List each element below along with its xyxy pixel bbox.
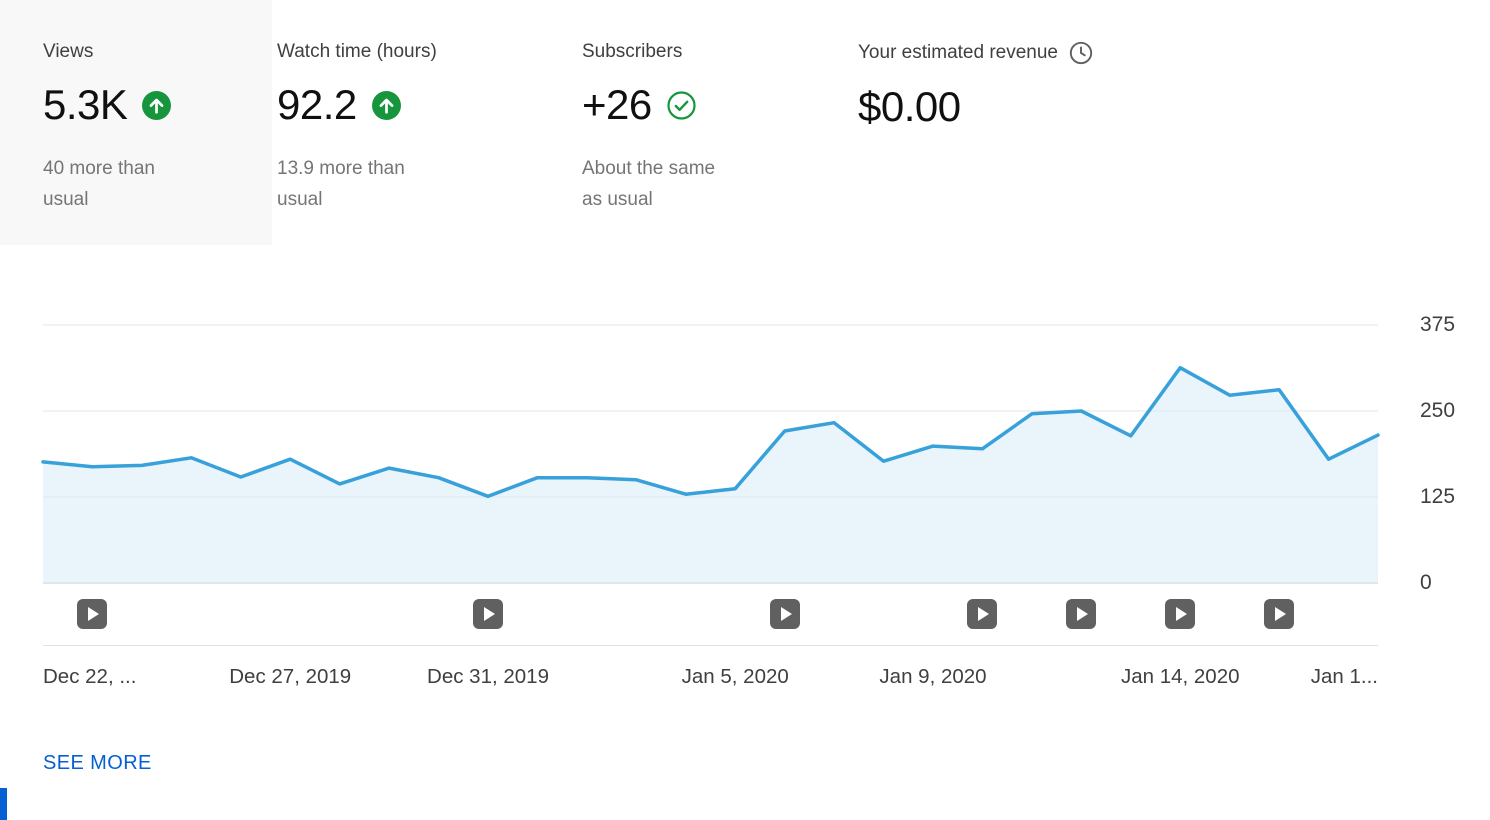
trend-up-icon [371,90,401,120]
left-edge-accent-bar [0,788,7,820]
x-axis-label: Jan 5, 2020 [681,665,789,688]
metric-card-subscribers[interactable]: Subscribers +26 About the same as usual [582,0,724,215]
play-triangle [88,607,100,621]
metric-subtitle-watch-time: 13.9 more than usual [277,158,405,210]
video-upload-play-icon[interactable] [77,599,108,629]
metric-title-revenue: Your estimated revenue [858,42,1058,63]
metric-card-views[interactable]: Views 5.3K 40 more than usual [0,0,272,245]
y-axis-label: 375 [1420,313,1456,336]
metric-title-subscribers: Subscribers [582,41,683,62]
video-upload-play-icon[interactable] [473,599,503,629]
see-more-link[interactable]: SEE MORE [43,752,152,774]
video-upload-play-icon[interactable] [1066,599,1097,629]
x-axis-label: Jan 1... [1310,665,1378,688]
video-upload-play-icon[interactable] [1165,599,1196,629]
x-axis-label: Dec 31, 2019 [427,665,549,688]
y-axis-label: 250 [1420,399,1456,422]
play-triangle [1176,607,1188,621]
metric-title-views: Views [43,41,94,62]
video-upload-play-icon[interactable] [967,599,998,629]
video-upload-play-icon[interactable] [769,599,800,629]
metric-value-revenue: $0.00 [858,83,961,130]
video-upload-play-icon[interactable] [1264,599,1295,629]
y-axis-label: 0 [1420,571,1432,594]
metric-subtitle-subscribers: About the same as usual [582,158,716,210]
y-axis-label: 125 [1420,485,1456,508]
x-axis-label: Jan 14, 2020 [1120,665,1240,688]
metric-title-watch-time: Watch time (hours) [277,41,437,62]
axis-separator-line [43,645,1378,646]
x-axis-label: Dec 27, 2019 [229,665,352,688]
chart-area-fill [43,367,1378,583]
play-triangle [978,607,990,621]
x-axis-label: Jan 9, 2020 [879,665,987,688]
views-trend-chart[interactable] [41,311,1380,585]
metric-card-watch-time[interactable]: Watch time (hours) 92.2 13.9 more than u… [277,0,437,215]
metric-value-watch-time: 92.2 [277,81,357,128]
play-triangle [484,607,495,621]
play-triangle [1077,607,1089,621]
metric-subtitle-views: 40 more than usual [43,158,155,210]
metric-value-views: 5.3K [43,81,128,128]
play-triangle [780,607,792,621]
x-axis-label: Dec 22, ... [43,665,137,688]
metric-card-revenue[interactable]: Your estimated revenue $0.00 [858,0,1094,131]
trend-up-icon [142,90,172,120]
clock-icon [1068,40,1094,66]
chart-line [41,365,1380,499]
metric-value-subscribers: +26 [582,81,652,128]
same-as-usual-check-icon [667,90,696,120]
play-triangle [1275,607,1287,621]
